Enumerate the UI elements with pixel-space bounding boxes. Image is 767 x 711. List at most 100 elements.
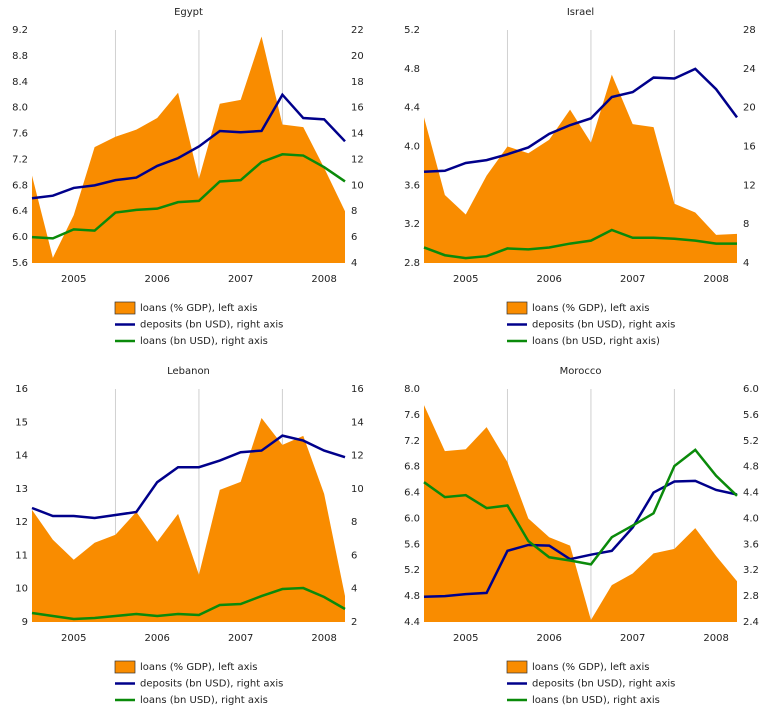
line <box>423 479 738 599</box>
legend-label: deposits (bn USD), right axis <box>140 679 283 690</box>
x-tick-label: 2005 <box>61 274 86 285</box>
y2-tick-label: 20 <box>743 103 756 114</box>
line <box>31 153 346 240</box>
y2-tick-label: 16 <box>351 103 364 114</box>
legend-swatch <box>114 660 136 674</box>
x-tick-label: 2008 <box>311 633 336 644</box>
x-tick-label: 2006 <box>536 274 561 285</box>
y2-tick-label: 10 <box>351 484 364 495</box>
y-tick-label: 4.0 <box>404 142 420 153</box>
y2-tick-label: 5.2 <box>743 436 759 447</box>
x-tick-label: 2006 <box>536 633 561 644</box>
y2-tick-label: 10 <box>351 180 364 191</box>
y2-tick-label: 6.0 <box>743 384 759 395</box>
y2-tick-label: 2 <box>351 617 357 628</box>
line <box>423 228 737 260</box>
y-tick-label: 8.4 <box>12 77 28 88</box>
legend-swatch <box>506 301 528 315</box>
y-tick-label: 6.0 <box>12 232 28 243</box>
y-tick-label: 5.2 <box>404 25 420 36</box>
legend-label: loans (% GDP), left axis <box>532 662 649 673</box>
y-tick-label: 4.4 <box>404 617 420 628</box>
area <box>424 74 737 264</box>
y2-tick-label: 2.8 <box>743 591 759 602</box>
y2-tick-label: 8 <box>351 206 357 217</box>
panel-title: Morocco <box>560 366 602 377</box>
legend-label: loans (% GDP), left axis <box>532 303 649 314</box>
y-tick-label: 13 <box>15 484 28 495</box>
y-tick-label: 15 <box>15 417 28 428</box>
panel-title: Israel <box>567 7 594 18</box>
x-tick-label: 2007 <box>620 274 645 285</box>
y2-tick-label: 6 <box>351 232 357 243</box>
x-tick-label: 2005 <box>61 633 86 644</box>
y-tick-label: 11 <box>15 550 28 561</box>
y-tick-label: 3.6 <box>404 180 420 191</box>
y-tick-label: 2.8 <box>404 258 420 269</box>
line <box>31 92 346 200</box>
y2-tick-label: 24 <box>743 64 756 75</box>
legend-label: loans (bn USD), right axis <box>532 695 660 706</box>
y-tick-label: 5.6 <box>12 258 28 269</box>
area <box>424 405 737 622</box>
line <box>31 434 346 520</box>
y-tick-label: 7.6 <box>404 410 420 421</box>
y-tick-label: 16 <box>15 384 28 395</box>
area <box>32 417 345 622</box>
y2-tick-label: 12 <box>743 180 756 191</box>
y2-tick-label: 4.8 <box>743 462 759 473</box>
y-tick-label: 6.4 <box>404 488 420 499</box>
y2-tick-label: 18 <box>351 77 364 88</box>
panel-title: Egypt <box>174 7 203 18</box>
legend-label: deposits (bn USD), right axis <box>532 320 675 331</box>
y2-tick-label: 4 <box>351 584 357 595</box>
panel-title: Lebanon <box>167 366 210 377</box>
y2-tick-label: 8 <box>743 219 749 230</box>
y-tick-label: 6.8 <box>404 462 420 473</box>
y2-tick-label: 4 <box>743 258 749 269</box>
y-tick-label: 9 <box>22 617 28 628</box>
y-tick-label: 10 <box>15 584 28 595</box>
x-tick-label: 2005 <box>453 633 478 644</box>
line <box>423 67 739 173</box>
y-tick-label: 8.8 <box>12 51 28 62</box>
y2-tick-label: 12 <box>351 451 364 462</box>
legend-label: loans (% GDP), left axis <box>140 662 257 673</box>
x-tick-label: 2008 <box>311 274 336 285</box>
x-tick-label: 2008 <box>703 633 728 644</box>
y2-tick-label: 14 <box>351 417 364 428</box>
area <box>32 36 345 263</box>
y2-tick-label: 3.6 <box>743 539 759 550</box>
y2-tick-label: 8 <box>351 517 357 528</box>
x-tick-label: 2007 <box>228 633 253 644</box>
y-tick-label: 5.2 <box>404 565 420 576</box>
y2-tick-label: 22 <box>351 25 364 36</box>
x-tick-label: 2008 <box>703 274 728 285</box>
y2-tick-label: 28 <box>743 25 756 36</box>
y2-tick-label: 4.0 <box>743 513 759 524</box>
legend-label: loans (% GDP), left axis <box>140 303 257 314</box>
y-tick-label: 7.2 <box>404 436 420 447</box>
y-tick-label: 6.8 <box>12 180 28 191</box>
x-tick-label: 2006 <box>144 633 169 644</box>
y-tick-label: 4.8 <box>404 591 420 602</box>
y-tick-label: 4.4 <box>404 103 420 114</box>
y2-tick-label: 2.4 <box>743 617 759 628</box>
y-tick-label: 4.8 <box>404 64 420 75</box>
y2-tick-label: 3.2 <box>743 565 759 576</box>
y-tick-label: 14 <box>15 451 28 462</box>
y2-tick-label: 16 <box>351 384 364 395</box>
y2-tick-label: 5.6 <box>743 410 759 421</box>
x-tick-label: 2007 <box>228 274 253 285</box>
y2-tick-label: 4 <box>351 258 357 269</box>
x-tick-label: 2006 <box>144 274 169 285</box>
y-tick-label: 12 <box>15 517 28 528</box>
y-tick-label: 5.6 <box>404 539 420 550</box>
y-tick-label: 6.4 <box>12 206 28 217</box>
legend-label: loans (bn USD), right axis <box>140 695 268 706</box>
y-tick-label: 3.2 <box>404 219 420 230</box>
y2-tick-label: 4.4 <box>743 488 759 499</box>
x-tick-label: 2007 <box>620 633 645 644</box>
y-tick-label: 8.0 <box>404 384 420 395</box>
